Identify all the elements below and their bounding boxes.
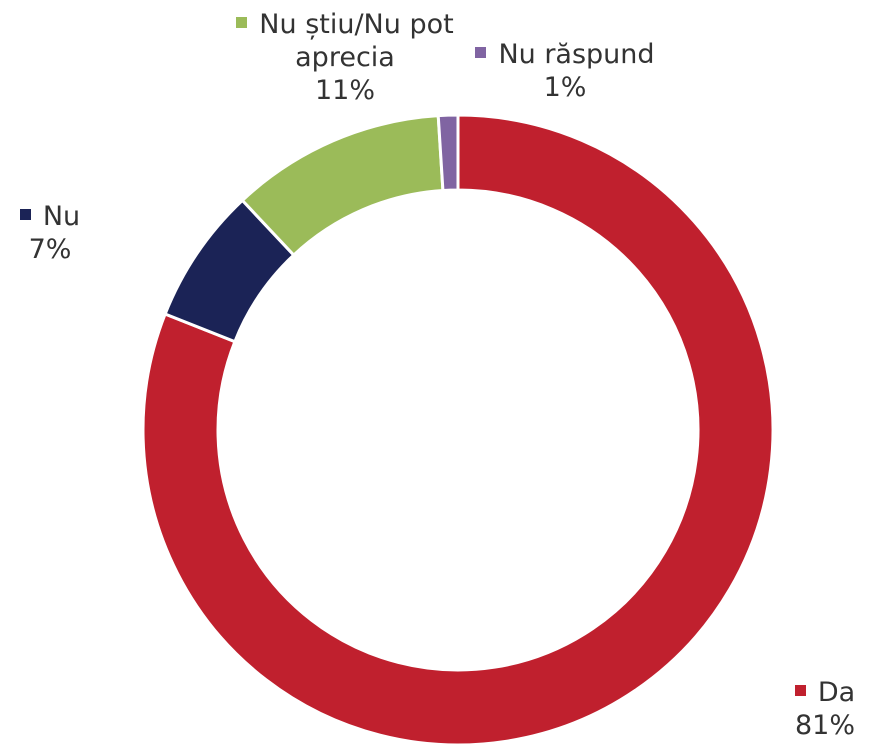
data-label: Nu 7% <box>0 200 100 266</box>
value-label: 81% <box>794 710 855 741</box>
value-label: 1% <box>543 72 587 103</box>
donut-segment <box>141 113 775 745</box>
legend-marker <box>475 47 487 58</box>
value-label: 7% <box>28 234 72 265</box>
category-label: Nu știu/Nu pot aprecia <box>259 9 454 73</box>
legend-marker <box>236 17 248 28</box>
category-label: Nu <box>42 201 81 232</box>
legend-marker <box>794 685 806 696</box>
category-label: Nu răspund <box>498 39 655 70</box>
value-label: 11% <box>314 75 375 106</box>
data-label: Nu știu/Nu pot aprecia 11% <box>205 8 485 107</box>
data-label: Nu răspund 1% <box>450 38 680 104</box>
category-label: Da <box>817 677 856 708</box>
data-label: Da 81% <box>775 676 871 742</box>
legend-marker <box>19 209 31 220</box>
donut-segment <box>240 114 445 258</box>
donut-segment <box>436 113 460 193</box>
